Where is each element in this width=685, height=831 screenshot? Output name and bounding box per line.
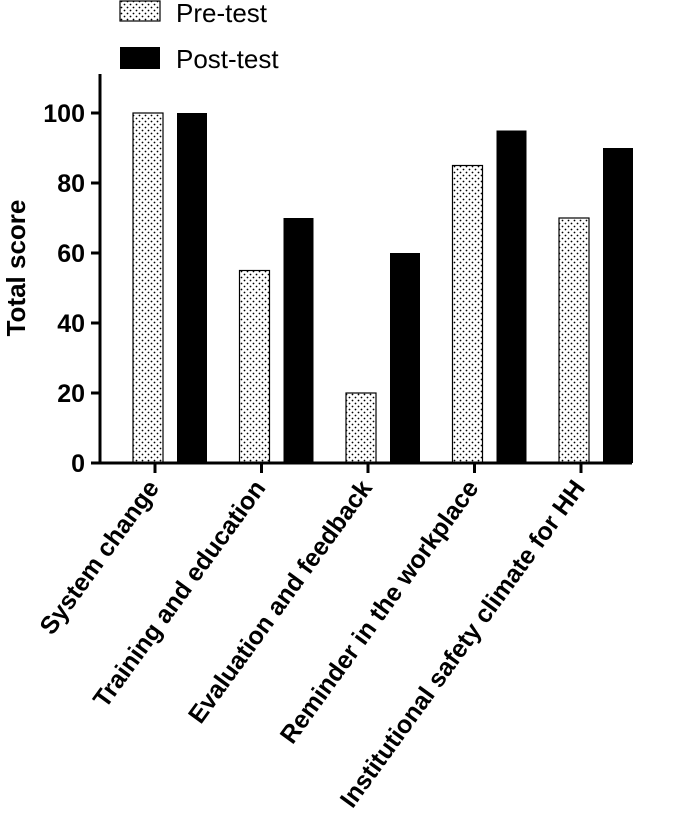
bar-post-test-5 xyxy=(603,148,633,463)
y-tick-label-20: 20 xyxy=(57,380,85,408)
bar-pre-test-5 xyxy=(558,217,590,464)
bar-pre-test-4 xyxy=(451,164,484,464)
bar-pre-test-3 xyxy=(345,392,377,464)
y-tick-label-40: 40 xyxy=(57,310,85,338)
x-tick-label-4: Reminder in the workplace xyxy=(275,475,485,749)
x-tick-label-1: System change xyxy=(34,475,165,640)
bar-pre-test-2 xyxy=(238,269,271,464)
bar-post-test-4 xyxy=(496,130,527,463)
legend-swatch-pre-test xyxy=(119,0,161,22)
bars xyxy=(132,112,633,464)
bar-pre-test-1 xyxy=(132,112,164,464)
y-tick-label-0: 0 xyxy=(71,450,85,478)
legend-swatch-post-test xyxy=(120,47,160,69)
bar-post-test-2 xyxy=(283,218,314,463)
y-tick-label-100: 100 xyxy=(43,100,85,128)
y-tick-label-80: 80 xyxy=(57,170,85,198)
legend-label-post-test: Post-test xyxy=(176,44,279,74)
bar-post-test-1 xyxy=(177,113,207,463)
y-axis-label: Total score xyxy=(1,200,31,337)
y-axis-ticks: 0 20 40 60 80 100 xyxy=(43,100,100,478)
bar-post-test-3 xyxy=(390,253,420,463)
legend-label-pre-test: Pre-test xyxy=(176,0,268,28)
x-tick-label-3: Evaluation and feedback xyxy=(183,475,378,729)
y-tick-label-60: 60 xyxy=(57,240,85,268)
legend: Pre-test Post-test xyxy=(119,0,279,74)
